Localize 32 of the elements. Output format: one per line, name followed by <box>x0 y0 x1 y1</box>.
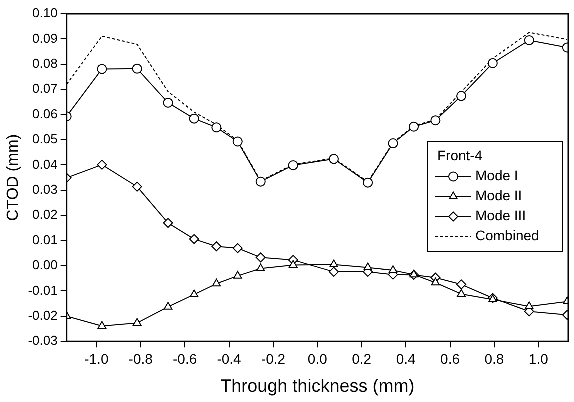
y-tick-label: -0.01 <box>28 282 58 298</box>
y-tick-label: 0.01 <box>32 232 58 248</box>
x-tick-label: -1.0 <box>84 350 109 367</box>
y-tick-label: 0.09 <box>32 30 58 46</box>
x-tick-label: 0.0 <box>308 350 328 367</box>
x-tick-label: 0.8 <box>484 350 504 367</box>
x-tick-label: -0.8 <box>128 350 154 367</box>
x-tick-label: 0.4 <box>396 350 416 367</box>
y-tick-label: 0.04 <box>32 156 58 172</box>
x-tick-label: 0.6 <box>440 350 460 367</box>
legend-label: Mode III <box>476 208 526 224</box>
y-tick-label: 0.10 <box>32 6 58 21</box>
y-tick-label: 0.02 <box>32 207 58 222</box>
y-tick-label: 0.07 <box>32 81 58 96</box>
legend-label: Mode II <box>476 188 522 204</box>
x-tick-label: 1.0 <box>528 350 549 367</box>
y-tick-label: 0.00 <box>32 258 58 273</box>
x-tick-label: -0.4 <box>217 350 242 367</box>
x-tick-label: -0.6 <box>173 350 198 367</box>
y-tick-label: 0.05 <box>32 132 58 147</box>
y-tick-label: -0.03 <box>28 333 58 348</box>
y-tick-label: 0.03 <box>32 182 58 197</box>
y-tick-label: -0.02 <box>28 308 58 323</box>
legend-label: Combined <box>476 228 540 244</box>
y-tick-label: 0.08 <box>32 56 58 71</box>
legend-label: Mode I <box>476 168 518 184</box>
y-tick-label: 0.06 <box>32 106 58 122</box>
x-tick-label: 0.2 <box>352 350 372 367</box>
y-axis-title: CTOD (mm) <box>5 134 22 222</box>
legend-title: Front-4 <box>438 148 483 164</box>
x-axis-title: Through thickness (mm) <box>220 376 415 396</box>
x-tick-label: -0.2 <box>261 350 286 367</box>
